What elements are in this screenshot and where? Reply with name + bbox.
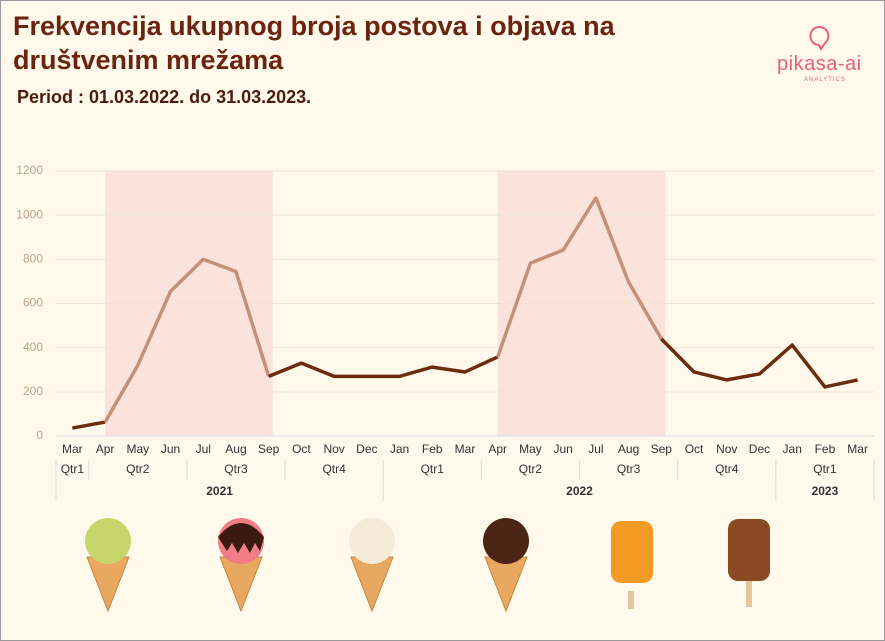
y-tick-label: 800 <box>23 252 43 266</box>
year-label: 2021 <box>206 484 233 498</box>
x-tick-label: Aug <box>225 442 246 456</box>
y-tick-label: 400 <box>23 340 43 354</box>
x-tick-label: Feb <box>815 442 836 456</box>
x-tick-label: Jun <box>161 442 180 456</box>
quarter-label: Qtr4 <box>322 462 346 476</box>
quarter-label: Qtr1 <box>813 462 837 476</box>
x-tick-label: Feb <box>422 442 443 456</box>
line-segment <box>268 355 499 379</box>
x-tick-label: Dec <box>356 442 377 456</box>
y-tick-label: 600 <box>23 296 43 310</box>
x-tick-label: Sep <box>258 442 280 456</box>
y-tick-label: 0 <box>36 428 43 442</box>
x-tick-label: Jul <box>588 442 603 456</box>
x-tick-label: Jan <box>783 442 802 456</box>
chart-title: Frekvencija ukupnog broja postova i obja… <box>13 11 615 75</box>
y-tick-label: 1000 <box>16 207 43 221</box>
x-tick-label: Sep <box>651 442 673 456</box>
x-tick-label: Mar <box>455 442 476 456</box>
quarter-label: Qtr1 <box>61 462 85 476</box>
x-tick-label: May <box>519 442 542 456</box>
x-tick-label: Dec <box>749 442 770 456</box>
quarter-label: Qtr2 <box>126 462 150 476</box>
x-tick-label: May <box>126 442 149 456</box>
line-segment <box>496 196 663 358</box>
line-segment <box>103 257 271 423</box>
x-tick-label: Nov <box>716 442 737 456</box>
quarter-label: Qtr4 <box>715 462 739 476</box>
logo-icon <box>809 26 830 51</box>
x-tick-label: Jun <box>553 442 572 456</box>
logo-tagline: ANALYTICS <box>804 77 846 83</box>
y-tick-label: 200 <box>23 384 43 398</box>
x-tick-label: Nov <box>323 442 344 456</box>
x-tick-label: Oct <box>292 442 311 456</box>
year-label: 2022 <box>566 484 593 498</box>
x-tick-label: Oct <box>685 442 704 456</box>
logo: pikasa-ai <box>777 53 862 75</box>
quarter-label: Qtr3 <box>617 462 641 476</box>
quarter-label: Qtr3 <box>224 462 248 476</box>
x-tick-label: Mar <box>62 442 83 456</box>
x-tick-label: Aug <box>618 442 639 456</box>
chart-subtitle: Period : 01.03.2022. do 31.03.2023. <box>17 87 312 107</box>
y-tick-label: 1200 <box>16 163 43 177</box>
x-tick-label: Apr <box>96 442 115 456</box>
quarter-label: Qtr1 <box>421 462 445 476</box>
x-tick-label: Jan <box>390 442 409 456</box>
line-segment <box>660 337 859 389</box>
x-tick-label: Apr <box>488 442 507 456</box>
decoration <box>85 518 770 613</box>
year-label: 2023 <box>812 484 839 498</box>
line-segment <box>72 420 106 430</box>
quarter-label: Qtr2 <box>519 462 543 476</box>
x-tick-label: Mar <box>847 442 868 456</box>
x-tick-label: Jul <box>196 442 211 456</box>
